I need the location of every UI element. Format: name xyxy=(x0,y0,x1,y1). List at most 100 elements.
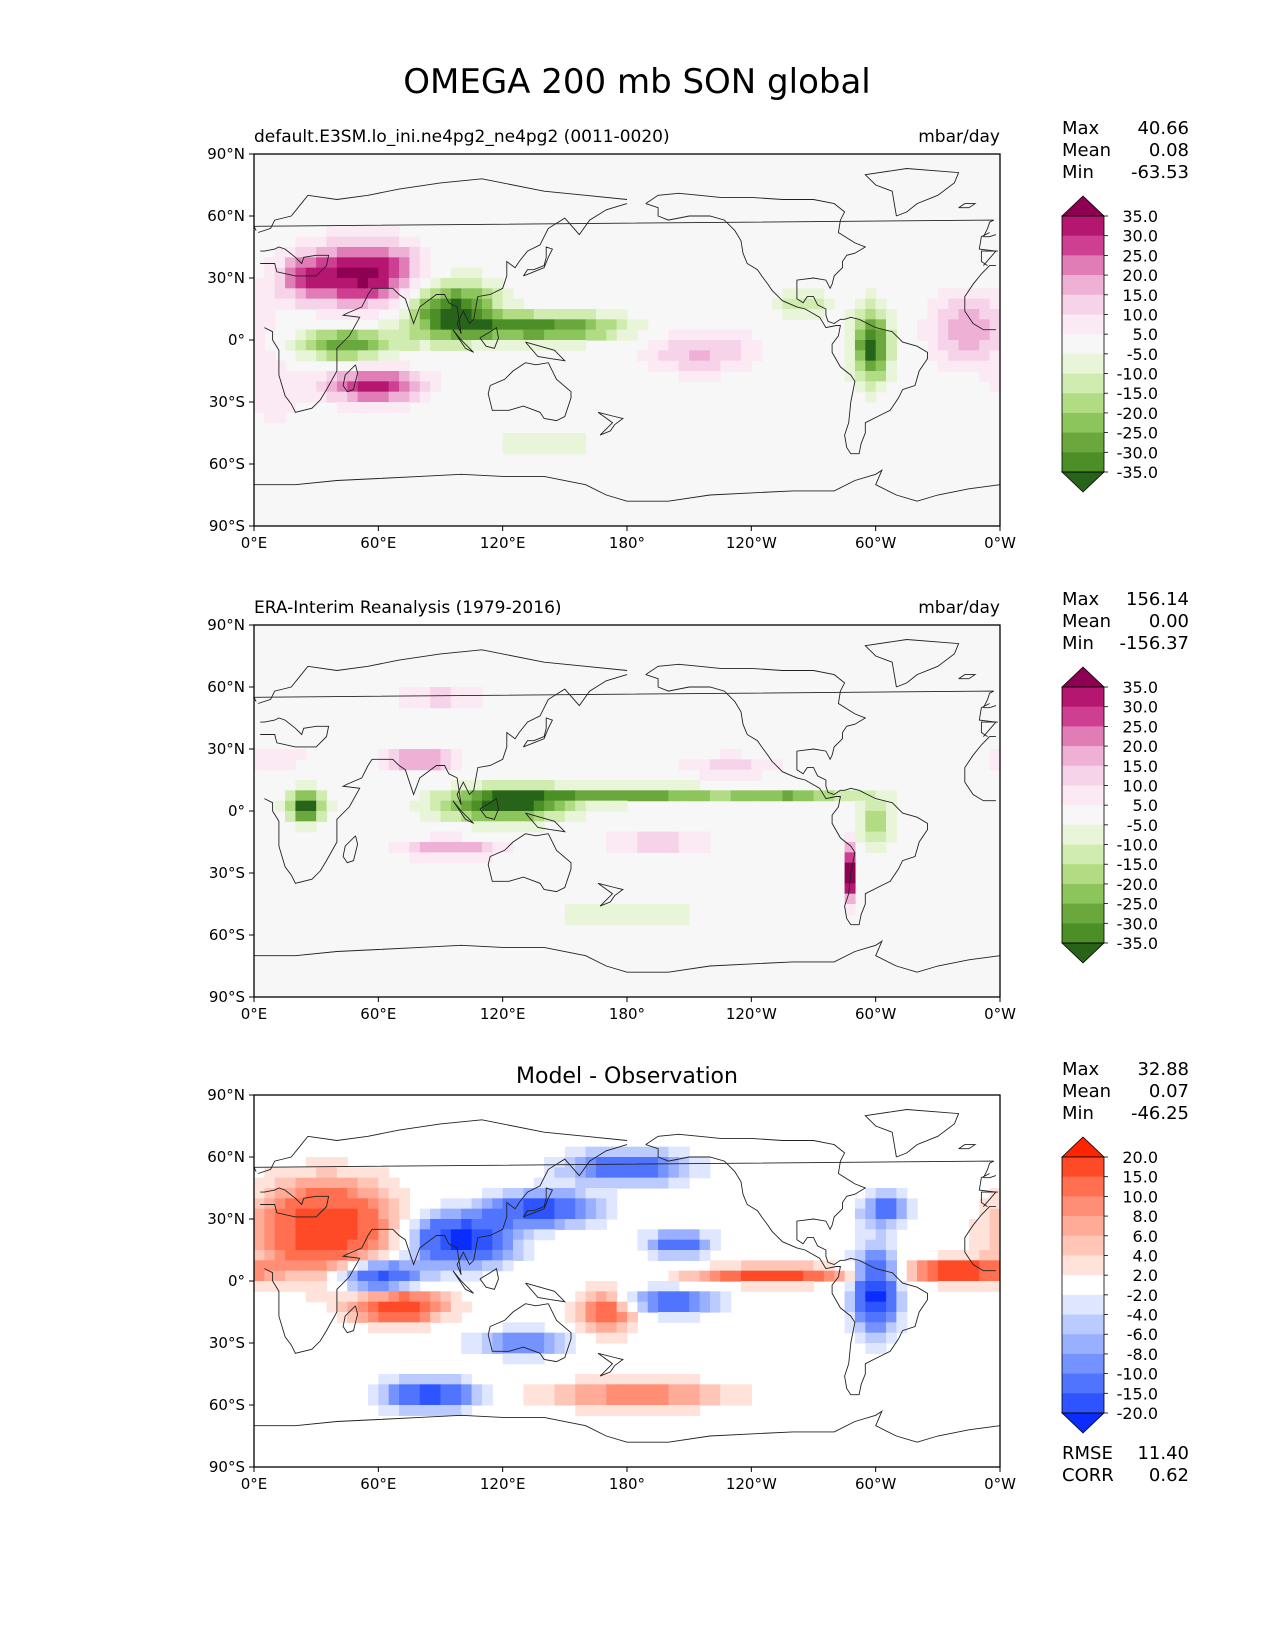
field-cell xyxy=(419,1312,431,1323)
field-cell xyxy=(471,267,483,279)
field-cell xyxy=(886,1250,897,1261)
field-cell xyxy=(471,1250,483,1261)
field-cell xyxy=(347,329,359,341)
field-cell xyxy=(875,329,887,341)
field-cell xyxy=(399,1291,411,1303)
colorbar-test: 35.030.025.020.015.010.05.0-5.0-10.0-15.… xyxy=(1061,195,1158,493)
stat-label: Max xyxy=(1062,589,1100,610)
field-cell xyxy=(274,1260,286,1272)
field-cell xyxy=(844,1270,856,1282)
field-cell xyxy=(336,288,348,300)
field-cell xyxy=(595,1167,607,1179)
field-cell xyxy=(616,831,628,843)
field-cell xyxy=(378,1281,390,1292)
stat-label: Max xyxy=(1062,1059,1100,1080)
field-cell xyxy=(419,319,431,331)
field-cell xyxy=(471,1229,483,1241)
panels: 0°E 60°E 120°E 180° 120°W 60°W 0°W90°N60°N30°N… xyxy=(207,118,1189,1493)
coastline xyxy=(260,203,998,413)
field-cell xyxy=(668,831,680,843)
field-cell xyxy=(886,831,897,843)
y-tick-label: 90°N xyxy=(207,1086,245,1104)
field-cell xyxy=(502,298,514,310)
field-cell xyxy=(979,1198,991,1210)
field-cell xyxy=(865,1250,877,1261)
field-cell xyxy=(450,687,462,698)
field-cell xyxy=(616,1312,628,1323)
colorbar-tick-label: 35.0 xyxy=(1122,207,1158,226)
field-cell xyxy=(305,800,317,812)
field-cell xyxy=(616,800,628,812)
field-cell xyxy=(326,1219,338,1230)
field-cell xyxy=(254,1239,265,1251)
field-cell xyxy=(927,350,939,362)
field-cell xyxy=(544,1167,556,1179)
colorbar-segment xyxy=(1062,1314,1104,1335)
field-cell xyxy=(430,1239,442,1251)
field-cell xyxy=(316,800,328,812)
field-cell xyxy=(378,267,390,279)
field-cell xyxy=(274,1167,286,1179)
colorbar-tick-label: -5.0 xyxy=(1127,345,1158,364)
field-cell xyxy=(606,1405,618,1416)
field-cell xyxy=(316,371,328,382)
field-cell xyxy=(595,1322,607,1334)
field-cell xyxy=(367,257,379,269)
field-cell xyxy=(533,1332,545,1344)
field-cell xyxy=(492,842,504,853)
field-cell xyxy=(637,319,649,331)
field-cell xyxy=(492,821,504,833)
field-cell xyxy=(264,759,276,771)
field-cell xyxy=(347,1177,359,1189)
field-cell xyxy=(378,319,390,331)
field-cell xyxy=(564,1301,576,1313)
coastline xyxy=(958,1144,977,1150)
field-cell xyxy=(606,842,618,853)
field-cell xyxy=(295,340,307,351)
field-cell xyxy=(316,1188,328,1199)
field-cell xyxy=(419,749,431,760)
coastline xyxy=(260,1144,998,1354)
field-cell xyxy=(388,236,400,248)
field-cell xyxy=(730,790,742,802)
colorbar-tick-label: -4.0 xyxy=(1127,1306,1158,1325)
field-cell xyxy=(575,1322,587,1334)
field-cell xyxy=(399,391,411,403)
field-cell xyxy=(658,904,670,915)
field-cell xyxy=(440,1270,452,1282)
field-cell xyxy=(875,360,887,372)
field-cell xyxy=(544,1198,556,1210)
field-cell xyxy=(316,309,328,320)
field-cell xyxy=(875,381,887,393)
field-cell xyxy=(399,1322,411,1334)
coastline xyxy=(523,246,554,277)
field-cell xyxy=(917,329,929,341)
field-cell xyxy=(554,443,566,455)
field-cell xyxy=(419,1239,431,1251)
field-cell xyxy=(575,1208,587,1220)
field-cell xyxy=(533,1384,545,1396)
field-cell xyxy=(958,298,970,310)
field-cell xyxy=(968,1250,980,1261)
field-cell xyxy=(533,433,545,444)
field-cell xyxy=(948,350,960,362)
field-cell xyxy=(585,1177,597,1189)
field-cell xyxy=(502,433,514,444)
field-cell xyxy=(326,1208,338,1220)
field-cell xyxy=(357,288,369,300)
field-cell xyxy=(430,1301,442,1313)
field-cell xyxy=(668,842,680,853)
field-cell xyxy=(367,1250,379,1261)
field-cell xyxy=(326,247,338,258)
field-cell xyxy=(927,1270,939,1282)
field-cell xyxy=(647,1291,659,1303)
field-cell xyxy=(347,381,359,393)
field-cell xyxy=(564,1332,576,1344)
field-cell xyxy=(264,371,276,382)
field-cell xyxy=(803,790,815,802)
field-cell xyxy=(502,1343,514,1354)
field-cell xyxy=(740,360,752,372)
field-cell xyxy=(875,371,887,382)
field-cell xyxy=(886,1312,897,1323)
